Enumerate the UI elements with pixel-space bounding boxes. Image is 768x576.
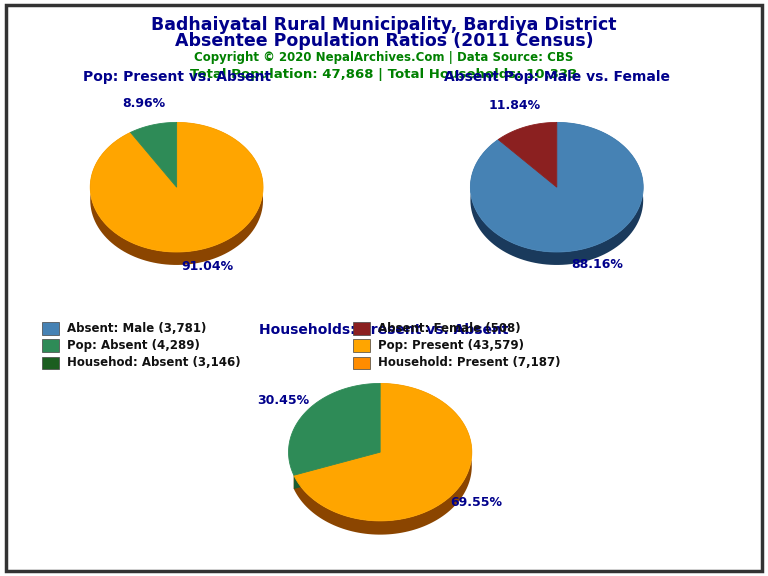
Polygon shape	[294, 384, 472, 535]
Polygon shape	[289, 384, 380, 475]
Text: Copyright © 2020 NepalArchives.Com | Data Source: CBS: Copyright © 2020 NepalArchives.Com | Dat…	[194, 51, 574, 64]
Text: Absentee Population Ratios (2011 Census): Absentee Population Ratios (2011 Census)	[174, 32, 594, 50]
Text: 30.45%: 30.45%	[257, 394, 309, 407]
Text: 69.55%: 69.55%	[450, 497, 502, 509]
Polygon shape	[294, 452, 380, 489]
Polygon shape	[471, 123, 643, 252]
Text: Househod: Absent (3,146): Househod: Absent (3,146)	[67, 357, 240, 369]
Polygon shape	[471, 123, 643, 265]
Text: Households: Present vs. Absent: Households: Present vs. Absent	[260, 323, 508, 337]
Polygon shape	[91, 123, 263, 252]
Text: Pop: Present vs. Absent: Pop: Present vs. Absent	[83, 70, 270, 84]
Polygon shape	[294, 384, 472, 521]
Text: Absent: Male (3,781): Absent: Male (3,781)	[67, 322, 206, 335]
Text: 8.96%: 8.96%	[123, 97, 166, 109]
Text: Household: Present (7,187): Household: Present (7,187)	[378, 357, 561, 369]
Polygon shape	[498, 123, 557, 187]
Text: 11.84%: 11.84%	[488, 99, 541, 112]
Polygon shape	[91, 123, 263, 265]
Text: Absent Pop: Male vs. Female: Absent Pop: Male vs. Female	[444, 70, 670, 84]
Text: Badhaiyatal Rural Municipality, Bardiya District: Badhaiyatal Rural Municipality, Bardiya …	[151, 16, 617, 34]
Polygon shape	[294, 452, 380, 489]
Text: 91.04%: 91.04%	[181, 260, 233, 274]
Text: Absent: Female (508): Absent: Female (508)	[378, 322, 521, 335]
Text: 88.16%: 88.16%	[571, 258, 623, 271]
Text: Pop: Present (43,579): Pop: Present (43,579)	[378, 339, 524, 352]
Text: Pop: Absent (4,289): Pop: Absent (4,289)	[67, 339, 200, 352]
Text: Total Population: 47,868 | Total Households: 10,333: Total Population: 47,868 | Total Househo…	[190, 68, 578, 81]
Polygon shape	[131, 123, 177, 187]
